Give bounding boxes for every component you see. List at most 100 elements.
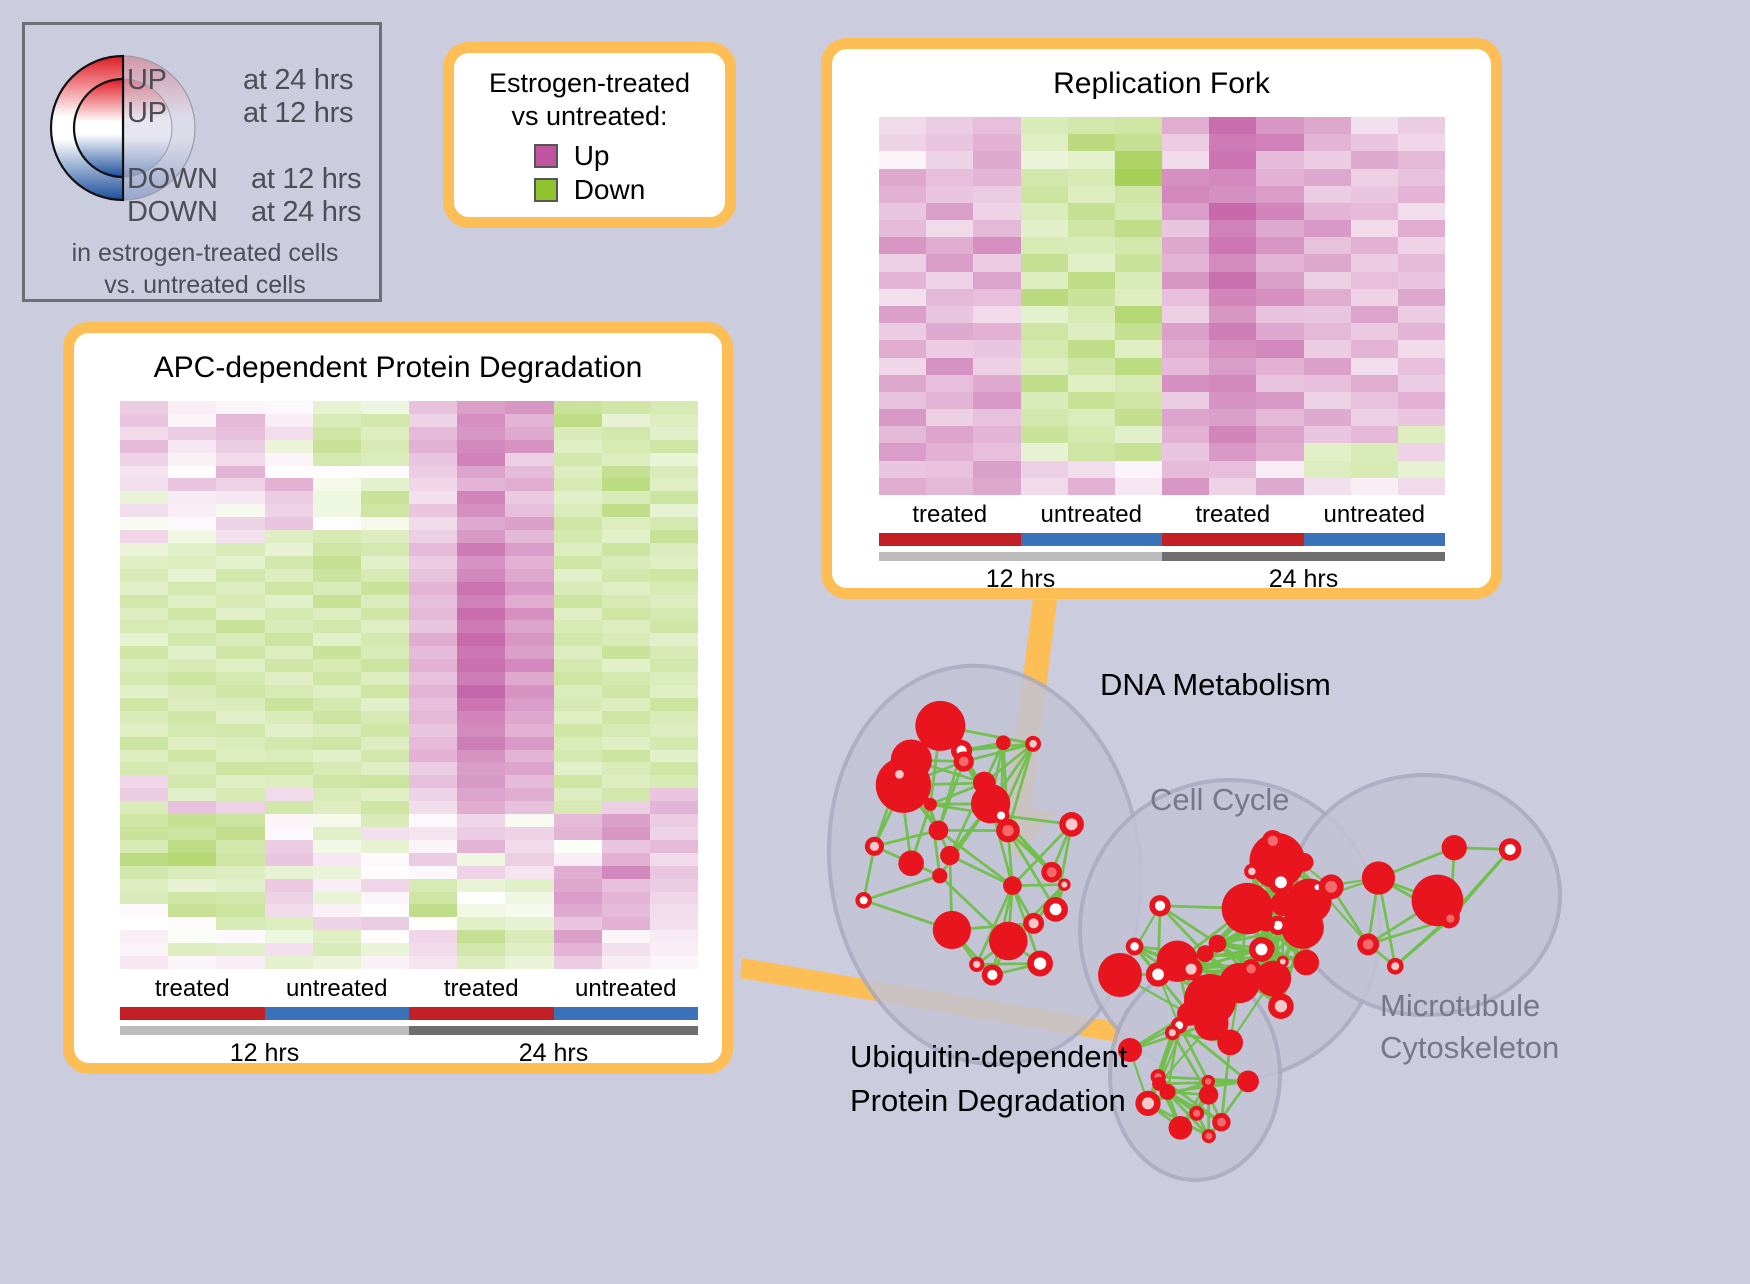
network-node[interactable]: [1202, 1129, 1216, 1143]
network-node-outer: [1295, 853, 1313, 871]
network-node[interactable]: [1041, 862, 1062, 883]
network-node[interactable]: [924, 798, 937, 811]
network-node-inner: [1169, 1029, 1176, 1036]
network-node[interactable]: [1043, 897, 1068, 922]
network-node-inner: [860, 896, 868, 904]
network-node-outer: [1362, 861, 1395, 894]
network-node-inner: [870, 842, 879, 851]
network-node[interactable]: [1135, 1091, 1160, 1116]
network-node[interactable]: [929, 820, 949, 840]
network-node[interactable]: [1241, 959, 1260, 978]
network-node[interactable]: [1212, 1113, 1230, 1131]
network-node[interactable]: [1362, 861, 1395, 894]
network-node-inner: [1255, 943, 1267, 955]
network-node-inner: [1246, 964, 1255, 973]
network-node-outer: [1003, 876, 1022, 895]
network-node-inner: [1280, 959, 1286, 965]
pathway-network: DNA Metabolism Cell Cycle Microtubule Cy…: [780, 620, 1750, 1279]
network-node-inner: [1275, 876, 1287, 888]
network-node-inner: [973, 961, 980, 968]
network-node-outer: [932, 868, 947, 883]
network-node[interactable]: [940, 846, 959, 865]
network-node[interactable]: [1277, 956, 1289, 968]
network-node[interactable]: [1189, 1106, 1204, 1121]
network-node-inner: [1034, 957, 1046, 969]
network-node-inner: [997, 811, 1005, 819]
network-node[interactable]: [1098, 953, 1142, 997]
network-node[interactable]: [1387, 958, 1404, 975]
network-node[interactable]: [932, 868, 947, 883]
network-node-inner: [1066, 818, 1078, 830]
network-node[interactable]: [1202, 1075, 1215, 1088]
network-node[interactable]: [1442, 910, 1459, 927]
network-node[interactable]: [890, 765, 908, 783]
network-node[interactable]: [969, 957, 984, 972]
network-node[interactable]: [1025, 736, 1041, 752]
network-node[interactable]: [954, 751, 974, 771]
network-node[interactable]: [1293, 950, 1319, 976]
network-node[interactable]: [1023, 913, 1044, 934]
network-node-outer: [940, 846, 959, 865]
network-node[interactable]: [855, 892, 872, 909]
network-node[interactable]: [1126, 938, 1144, 956]
network-node-inner: [1193, 1110, 1200, 1117]
network-node[interactable]: [1152, 1077, 1166, 1091]
network-node-inner: [1047, 867, 1057, 877]
network-node[interactable]: [1271, 892, 1295, 916]
network-node[interactable]: [1146, 962, 1170, 986]
network-node-inner: [1029, 918, 1039, 928]
network-node[interactable]: [1244, 864, 1260, 880]
network-node[interactable]: [1184, 974, 1236, 1026]
network-node[interactable]: [865, 837, 884, 856]
network-node-outer: [1442, 835, 1467, 860]
network-node[interactable]: [1058, 878, 1071, 891]
network-node-inner: [1391, 962, 1399, 970]
network-node[interactable]: [996, 735, 1011, 750]
network-node[interactable]: [1442, 835, 1467, 860]
network-node[interactable]: [933, 911, 971, 949]
network-node[interactable]: [973, 772, 996, 795]
network-node-inner: [1002, 825, 1013, 836]
network-node-inner: [1205, 1133, 1212, 1140]
network-node[interactable]: [982, 964, 1003, 985]
network-node[interactable]: [1268, 993, 1294, 1019]
network-node-inner: [1130, 942, 1138, 950]
network-node-inner: [1248, 868, 1255, 875]
network-node[interactable]: [1258, 915, 1275, 932]
network-node-outer: [1217, 1030, 1243, 1056]
network-node-inner: [1142, 1097, 1154, 1109]
network-node[interactable]: [1003, 876, 1022, 895]
network-node-outer: [1197, 945, 1214, 962]
network-node[interactable]: [1027, 951, 1053, 977]
network-node-inner: [1446, 915, 1454, 923]
network-node-inner: [1050, 903, 1062, 915]
network-node-outer: [933, 911, 971, 949]
cluster-label-microtubule-cytoskeleton: Microtubule Cytoskeleton: [1380, 985, 1559, 1069]
network-node[interactable]: [1269, 870, 1294, 895]
network-node-inner: [1505, 844, 1516, 855]
network-node-inner: [1029, 740, 1037, 748]
network-node-inner: [987, 970, 997, 980]
network-node[interactable]: [1217, 1030, 1243, 1056]
network-node[interactable]: [898, 851, 924, 877]
network-node-inner: [1325, 881, 1337, 893]
network-node[interactable]: [1295, 853, 1313, 871]
network-node-outer: [898, 851, 924, 877]
network-node[interactable]: [1149, 895, 1170, 916]
network-node[interactable]: [1499, 838, 1522, 861]
network-node[interactable]: [1165, 1025, 1180, 1040]
network-node[interactable]: [989, 922, 1028, 961]
network-node[interactable]: [1357, 933, 1379, 955]
network-node[interactable]: [1319, 874, 1344, 899]
network-node[interactable]: [1237, 1071, 1259, 1093]
network-node[interactable]: [1169, 1116, 1193, 1140]
network-node-outer: [929, 820, 949, 840]
network-node[interactable]: [1059, 812, 1084, 837]
network-node-inner: [1205, 1078, 1211, 1084]
network-node[interactable]: [1249, 937, 1274, 962]
network-node-inner: [1061, 882, 1067, 888]
network-node[interactable]: [1262, 830, 1284, 852]
network-node[interactable]: [1197, 945, 1214, 962]
network-node[interactable]: [993, 807, 1010, 824]
